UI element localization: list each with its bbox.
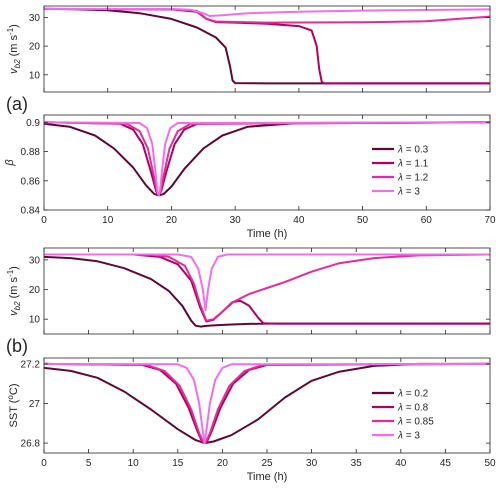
chart-a-bottom-ytick-label: 0.86 <box>21 176 41 187</box>
chart-b-bottom-xtick-label: 20 <box>217 458 229 469</box>
chart-b-bottom-xtick-label: 35 <box>351 458 363 469</box>
chart-a-top-ytick-label: 30 <box>29 13 41 24</box>
chart-b-bottom-legend-label-2: λ = 0.85 <box>397 417 434 428</box>
chart-b-bottom-series-line-0 <box>44 362 490 445</box>
chart-b-bottom-xtick-label: 50 <box>484 458 496 469</box>
chart-b-top-axes-box <box>43 247 491 335</box>
chart-b-top-series-line-3 <box>44 253 490 312</box>
chart-a-top: 10 20 30 vb2 (m s-1) <box>6 5 491 93</box>
chart-b-top-series-line-2 <box>44 253 490 322</box>
chart-a-bottom-axes-box <box>43 114 491 211</box>
chart-b-bottom-ytick-label: 27.2 <box>21 359 41 370</box>
chart-a-bottom-series-line-0 <box>44 121 490 197</box>
chart-a-bottom-xtick-label: 50 <box>357 215 369 226</box>
chart-b-bottom-legend: λ = 0.2 λ = 0.8 λ = 0.85 λ = 3 <box>372 389 434 442</box>
chart-a-top-ytick-label: 10 <box>29 70 41 81</box>
chart-a-bottom-ylabel: β <box>4 159 16 167</box>
chart-a-bottom-ytick-label: 0.9 <box>26 118 40 129</box>
chart-b-bottom-xtick-label: 15 <box>172 458 184 469</box>
plots-group: 10 20 30 vb2 (m s-1) 0.84 0.86 0.88 0.9 0 10 20 30 4… <box>4 5 496 483</box>
chart-a-top-ytick-label: 20 <box>29 42 41 53</box>
chart-a-bottom-xtick-label: 60 <box>421 215 433 226</box>
chart-a-bottom-xtick-label: 70 <box>484 215 496 226</box>
chart-b-bottom-xtick-label: 40 <box>395 458 407 469</box>
chart-b-bottom-series-group <box>44 362 490 445</box>
chart-b-bottom-legend-label-3: λ = 3 <box>397 431 420 442</box>
chart-a-top-series-line-3 <box>44 7 490 17</box>
chart-b-top-series-group <box>44 253 490 328</box>
chart-b-bottom-xtick-label: 0 <box>41 458 47 469</box>
chart-b-top-ylabel: vb2 (m s-1) <box>6 266 22 316</box>
chart-a-top-ylabel: vb2 (m s-1) <box>6 24 22 74</box>
chart-b-bottom-ylabel: SST (oC) <box>6 384 20 428</box>
chart-a-bottom-series-group <box>44 121 490 197</box>
chart-b-bottom: 26.8 27 27.2 0 5 10 15 20 25 30 35 40 45 50 Time (h) SS… <box>6 357 496 483</box>
chart-b-bottom-ytick-label: 26.8 <box>21 439 41 450</box>
chart-b-bottom-xtick-label: 30 <box>306 458 318 469</box>
chart-a-top-series-group <box>44 7 490 85</box>
chart-a-bottom-xtick-label: 30 <box>230 215 242 226</box>
chart-a-bottom-legend-label-2: λ = 1.2 <box>397 173 429 184</box>
chart-b-bottom-xtick-label: 10 <box>128 458 140 469</box>
chart-a-bottom: 0.84 0.86 0.88 0.9 0 10 20 30 40 50 60 70 Time (h) β λ… <box>4 114 496 240</box>
chart-a-bottom-legend-label-3: λ = 3 <box>397 187 420 198</box>
chart-b-top-ytick-label: 10 <box>29 315 41 326</box>
chart-a-bottom-xtick-label: 20 <box>166 215 178 226</box>
chart-a-bottom-legend: λ = 0.3 λ = 1.1 λ = 1.2 λ = 3 <box>372 145 429 198</box>
chart-a-bottom-ytick-label: 0.84 <box>21 206 41 217</box>
chart-b-bottom-xtick-label: 5 <box>86 458 92 469</box>
chart-b-bottom-xlabel: Time (h) <box>247 471 288 483</box>
chart-b-bottom-legend-label-1: λ = 0.8 <box>397 403 429 414</box>
chart-b-bottom-legend-label-0: λ = 0.2 <box>397 389 429 400</box>
chart-a-bottom-xtick-label: 10 <box>102 215 114 226</box>
chart-a-bottom-series-line-3 <box>44 121 490 197</box>
chart-b-bottom-xtick-label: 25 <box>261 458 273 469</box>
chart-b-top-ytick-label: 20 <box>29 285 41 296</box>
chart-a-top-series-line-1 <box>44 7 490 85</box>
chart-a-bottom-ytick-label: 0.88 <box>21 147 41 158</box>
panel-label-b: (b) <box>6 336 28 356</box>
chart-b-top-ytick-label: 30 <box>29 255 41 266</box>
chart-b-top: 10 20 30 vb2 (m s-1) <box>6 247 491 335</box>
chart-b-bottom-ytick-label: 27 <box>29 399 41 410</box>
panel-label-a: (a) <box>6 94 28 114</box>
chart-a-top-series-line-0 <box>44 7 490 85</box>
chart-a-bottom-legend-label-0: λ = 0.3 <box>397 145 429 156</box>
chart-b-top-series-line-0 <box>44 255 490 328</box>
chart-a-bottom-xlabel: Time (h) <box>247 228 288 240</box>
chart-b-bottom-xtick-label: 45 <box>440 458 452 469</box>
chart-a-top-axes-box <box>43 5 491 93</box>
chart-b-bottom-series-line-3 <box>44 362 490 445</box>
chart-a-bottom-xtick-label: 40 <box>293 215 305 226</box>
chart-a-bottom-legend-label-1: λ = 1.1 <box>397 159 429 170</box>
chart-a-bottom-xtick-label: 0 <box>41 215 47 226</box>
